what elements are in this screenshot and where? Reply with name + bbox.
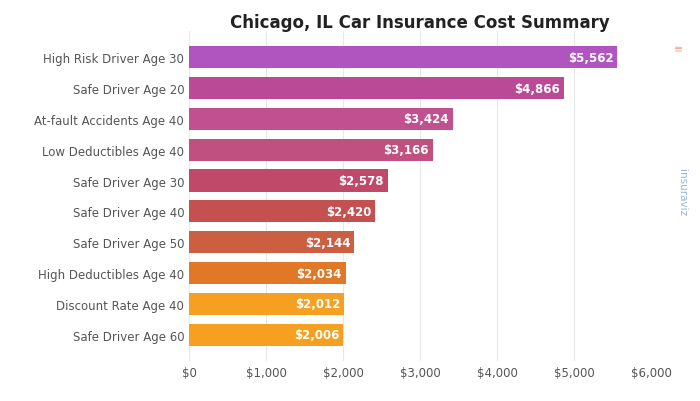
Bar [189,170,388,192]
Bar [189,201,375,223]
Bar [189,324,344,346]
Text: insuraviz: insuraviz [678,169,687,216]
Text: $2,006: $2,006 [294,328,340,341]
Text: $2,034: $2,034 [296,267,342,280]
Text: $2,420: $2,420 [326,205,372,219]
Title: Chicago, IL Car Insurance Cost Summary: Chicago, IL Car Insurance Cost Summary [230,14,610,32]
Text: $2,578: $2,578 [338,174,384,188]
Bar [189,47,617,69]
Text: $2,144: $2,144 [304,236,350,249]
Bar [189,109,453,131]
Bar [189,293,344,315]
Text: |||: ||| [673,45,680,52]
Bar [189,231,354,254]
Bar [189,262,346,284]
Bar [189,78,564,100]
Text: $3,424: $3,424 [403,113,449,126]
Text: $2,012: $2,012 [295,298,340,311]
Text: $5,562: $5,562 [568,52,613,65]
Text: $4,866: $4,866 [514,82,560,95]
Text: $3,166: $3,166 [384,144,429,157]
Bar [189,139,433,162]
